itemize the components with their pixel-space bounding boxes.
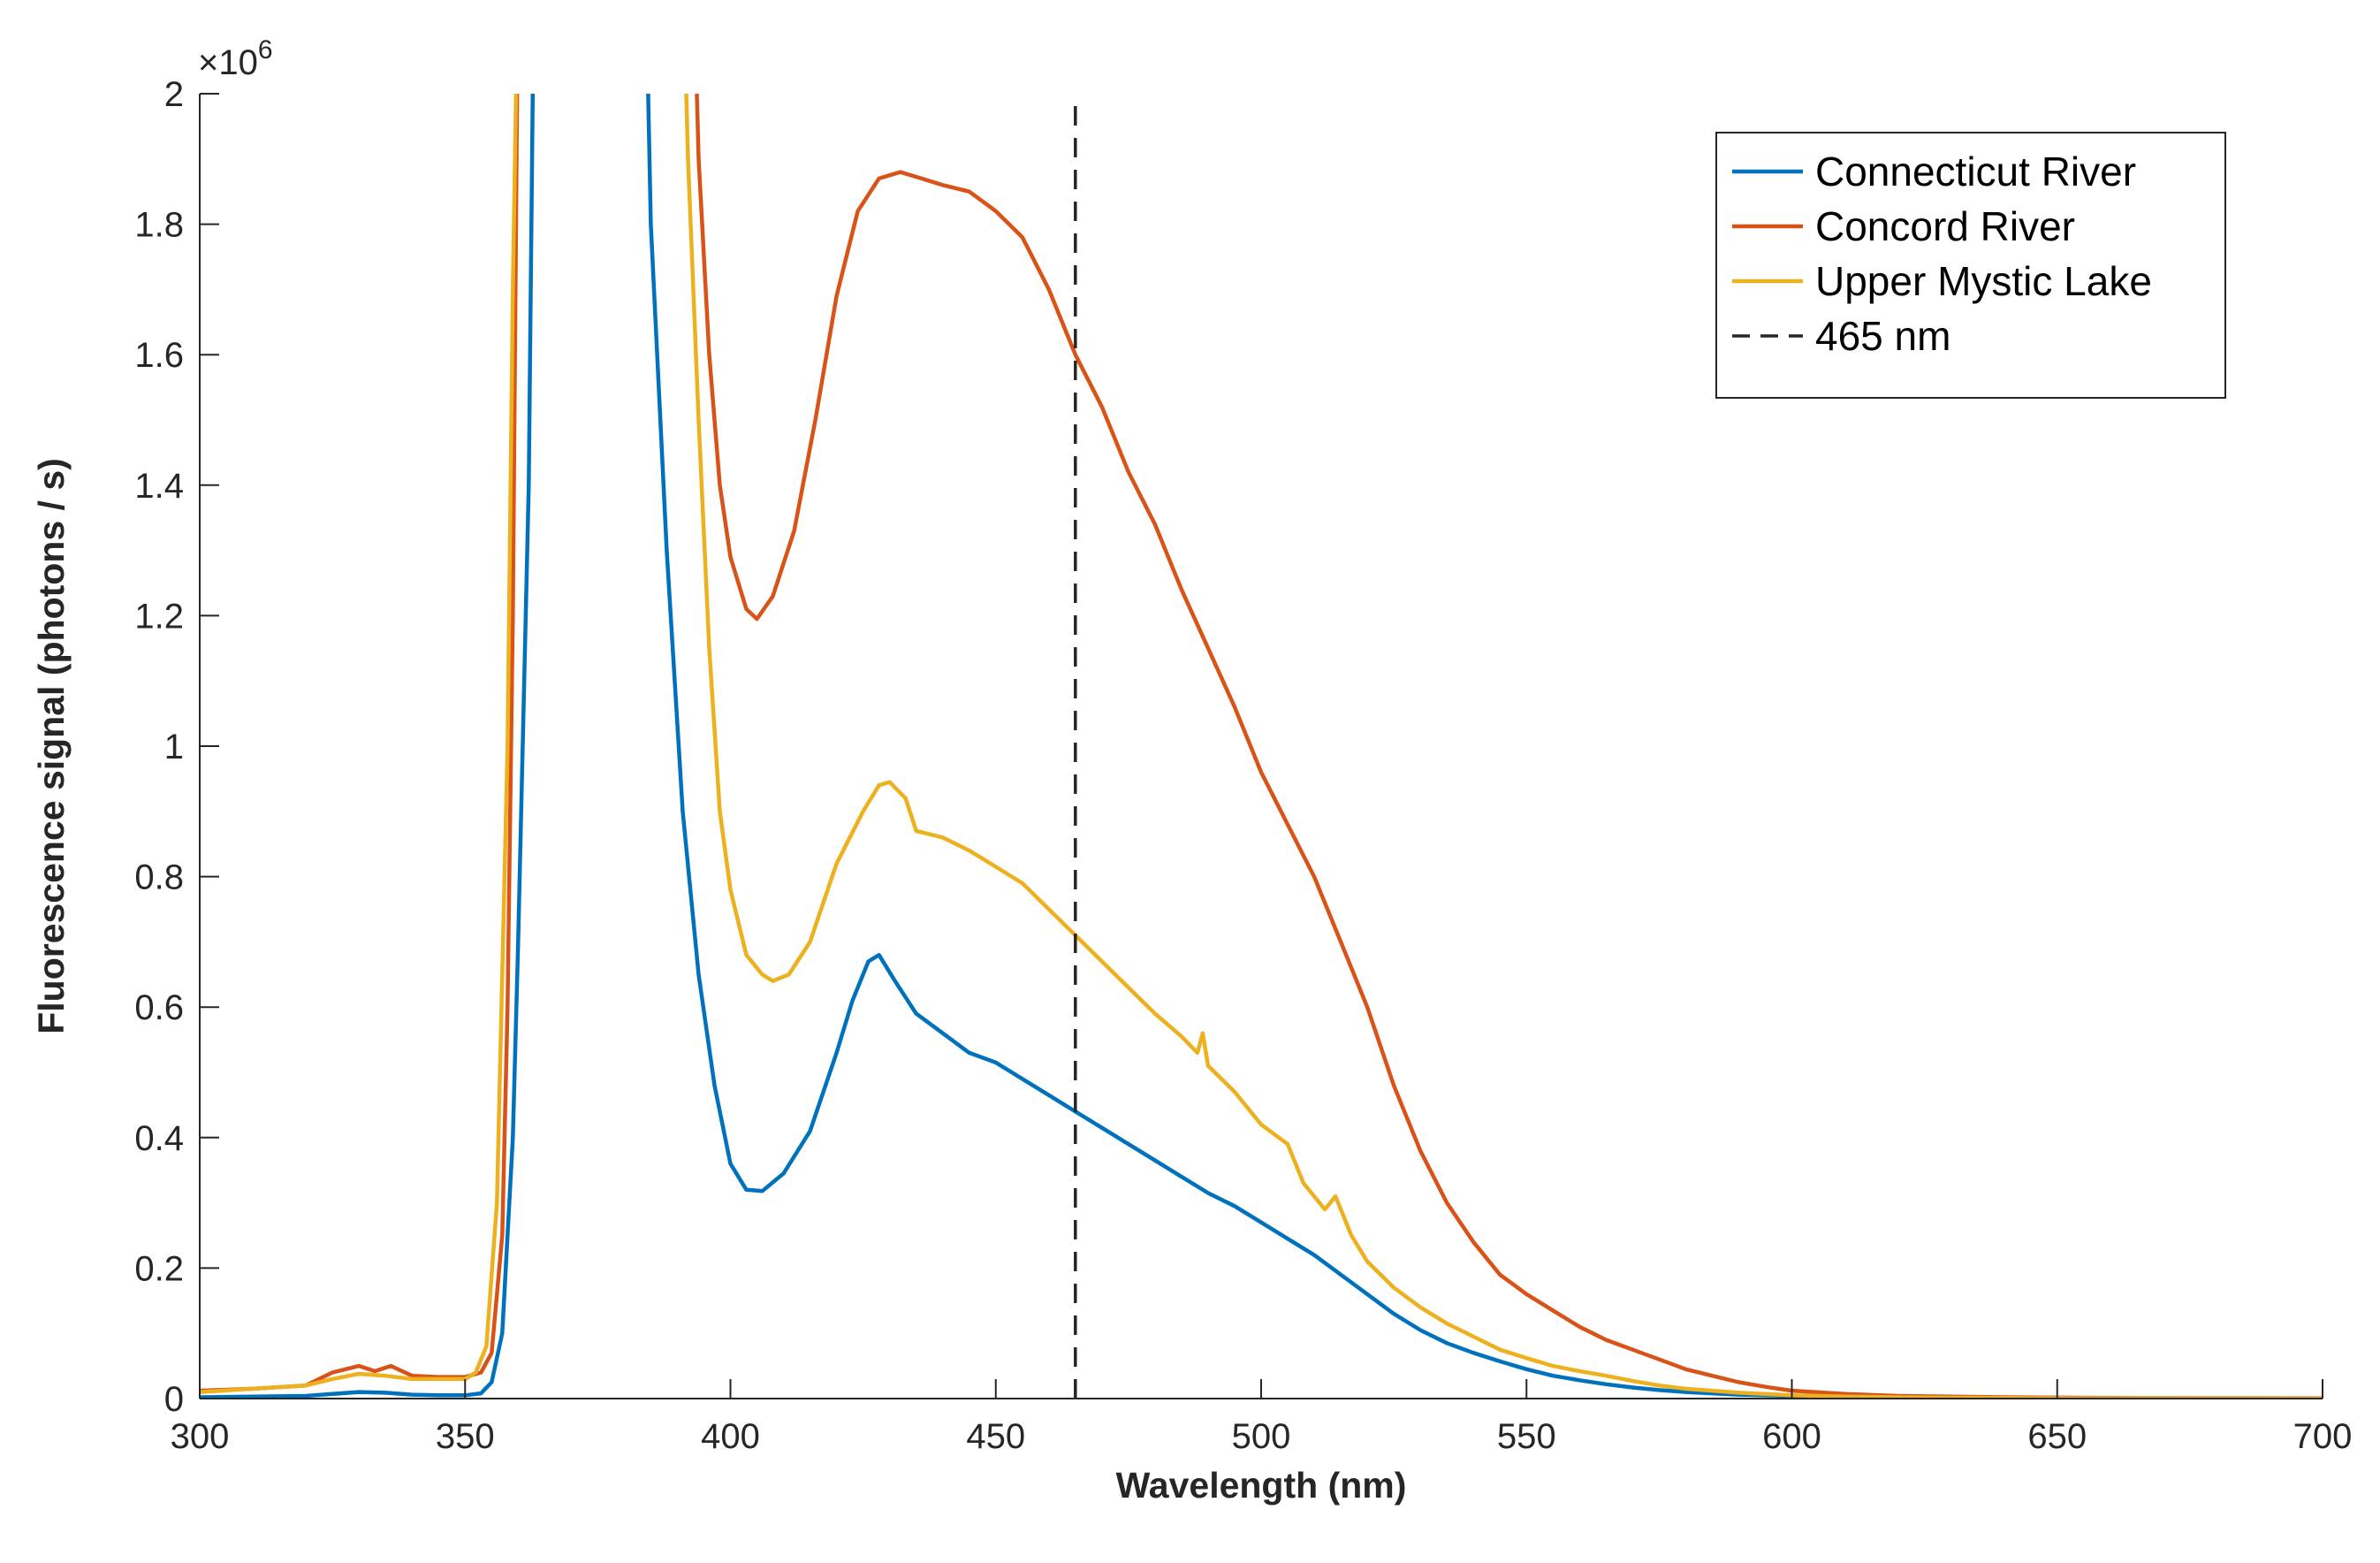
y-axis-label: Fluorescence signal (photons / s) [31, 458, 72, 1034]
legend-label: Upper Mystic Lake [1815, 258, 2152, 304]
x-tick-label: 700 [2293, 1417, 2353, 1456]
y-tick-label: 0.8 [134, 858, 184, 897]
y-tick-label: 1.8 [134, 206, 184, 245]
y-tick-label: 1.4 [134, 467, 184, 506]
series-layer [200, 94, 2323, 1399]
y-multiplier-label: ×106 [198, 35, 273, 82]
y-multiplier-exponent: 6 [258, 35, 273, 65]
plot-area [200, 94, 2323, 1399]
legend-label: Connecticut River [1815, 149, 2136, 194]
y-tick-label: 0.6 [134, 988, 184, 1027]
legend-box [1715, 132, 2226, 399]
legend-label: Concord River [1815, 203, 2075, 249]
y-tick-label: 0.4 [134, 1119, 184, 1158]
series-line-concord-river [200, 94, 2323, 1399]
y-tick-label: 0 [164, 1380, 184, 1419]
x-tick-label: 450 [966, 1417, 1025, 1456]
axes-layer: 300 350 400 450 500 550 600 650 700 0 0.2 0.4 0.6 0.8… [31, 35, 2352, 1506]
y-tick-label: 1.6 [134, 336, 184, 375]
x-tick-label: 350 [436, 1417, 495, 1456]
series-line-connecticut-river [200, 94, 2323, 1399]
legend-label: 465 nm [1815, 313, 1950, 359]
x-tick-label: 550 [1497, 1417, 1556, 1456]
y-tick-label: 2 [164, 75, 184, 114]
x-tick-label: 400 [701, 1417, 760, 1456]
x-tick-label: 600 [1762, 1417, 1821, 1456]
y-tick-label: 0.2 [134, 1249, 184, 1288]
legend: Connecticut River Concord River Upper Myst… [1715, 132, 2226, 399]
y-tick-label: 1.2 [134, 597, 184, 636]
x-axis-label: Wavelength (nm) [1116, 1465, 1407, 1506]
y-tick-label: 1 [164, 728, 184, 766]
series-line-upper-mystic-lake [200, 94, 2323, 1399]
x-tick-label: 650 [2027, 1417, 2087, 1456]
x-tick-label: 500 [1232, 1417, 1291, 1456]
x-tick-label: 300 [171, 1417, 230, 1456]
